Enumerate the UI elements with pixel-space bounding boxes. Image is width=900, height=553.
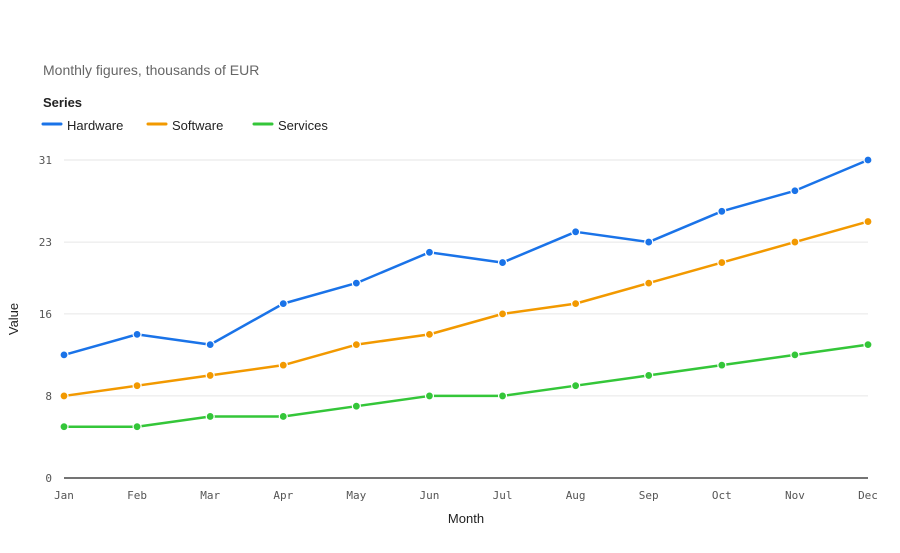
legend-label: Hardware (67, 118, 123, 133)
series-services (59, 340, 873, 432)
data-point[interactable] (351, 340, 361, 350)
y-tick-label: 0 (45, 472, 52, 485)
data-point[interactable] (205, 340, 215, 350)
data-point[interactable] (717, 360, 727, 370)
legend-title: Series (43, 95, 82, 110)
y-tick-label: 8 (45, 390, 52, 403)
x-tick-label: Jul (493, 489, 513, 502)
legend-item[interactable]: Services (252, 118, 328, 133)
x-tick-label: Jan (54, 489, 74, 502)
x-tick-label: Oct (712, 489, 732, 502)
x-tick-label: Apr (273, 489, 293, 502)
data-point[interactable] (205, 370, 215, 381)
chart-subtitle: Monthly figures, thousands of EUR (43, 62, 259, 78)
data-point[interactable] (497, 257, 508, 268)
data-point[interactable] (863, 340, 873, 350)
x-tick-label: Dec (858, 489, 878, 502)
legend-label: Services (278, 118, 328, 133)
data-point[interactable] (717, 257, 727, 268)
x-axis-title: Month (448, 511, 484, 526)
data-point[interactable] (571, 227, 581, 237)
data-point[interactable] (424, 329, 435, 339)
data-point[interactable] (278, 299, 288, 309)
legend-item[interactable]: Hardware (41, 118, 123, 133)
series-line (62, 220, 870, 398)
data-point[interactable] (424, 391, 435, 401)
data-point[interactable] (59, 350, 69, 360)
data-point[interactable] (497, 391, 508, 401)
data-point[interactable] (644, 237, 654, 247)
data-point[interactable] (790, 186, 800, 196)
data-point[interactable] (644, 370, 654, 381)
series-hardware (59, 155, 873, 360)
x-tick-label: Aug (566, 489, 586, 502)
data-point[interactable] (278, 360, 288, 370)
series-line (62, 158, 870, 357)
series-group (59, 155, 873, 432)
series-software (59, 216, 873, 401)
x-tick-label: Sep (639, 489, 659, 502)
x-axis-ticks: Jan Feb Mar Apr May Jun Jul Aug Sep Oct Nov Dec (54, 489, 878, 502)
data-point[interactable] (59, 422, 69, 432)
y-tick-label: 16 (39, 308, 52, 321)
data-point[interactable] (571, 381, 581, 391)
data-point[interactable] (717, 206, 727, 216)
x-tick-label: May (346, 489, 366, 502)
x-tick-label: Nov (785, 489, 805, 502)
data-point[interactable] (132, 329, 142, 339)
data-point[interactable] (59, 391, 69, 401)
data-point[interactable] (644, 278, 654, 288)
legend-item[interactable]: Software (146, 118, 223, 133)
data-point[interactable] (351, 401, 361, 411)
x-tick-label: Mar (200, 489, 220, 502)
data-point[interactable] (497, 309, 508, 319)
data-point[interactable] (571, 299, 581, 309)
data-point[interactable] (863, 155, 873, 165)
data-point[interactable] (790, 237, 800, 247)
data-point[interactable] (132, 381, 142, 391)
data-point[interactable] (205, 411, 215, 422)
series-line (62, 343, 870, 428)
data-point[interactable] (278, 411, 288, 422)
y-tick-label: 31 (39, 154, 52, 167)
data-point[interactable] (790, 350, 800, 360)
legend-label: Software (172, 118, 223, 133)
gridlines (64, 159, 868, 397)
y-tick-label: 23 (39, 236, 52, 249)
data-point[interactable] (351, 278, 361, 288)
x-tick-label: Jun (420, 489, 440, 502)
data-point[interactable] (132, 422, 142, 432)
y-axis-ticks: 0 8 16 23 31 (39, 154, 52, 485)
x-tick-label: Feb (127, 489, 147, 502)
y-axis-title: Value (6, 303, 21, 335)
data-point[interactable] (863, 216, 873, 227)
legend: Hardware Software Services (41, 118, 328, 133)
data-point[interactable] (424, 247, 435, 257)
